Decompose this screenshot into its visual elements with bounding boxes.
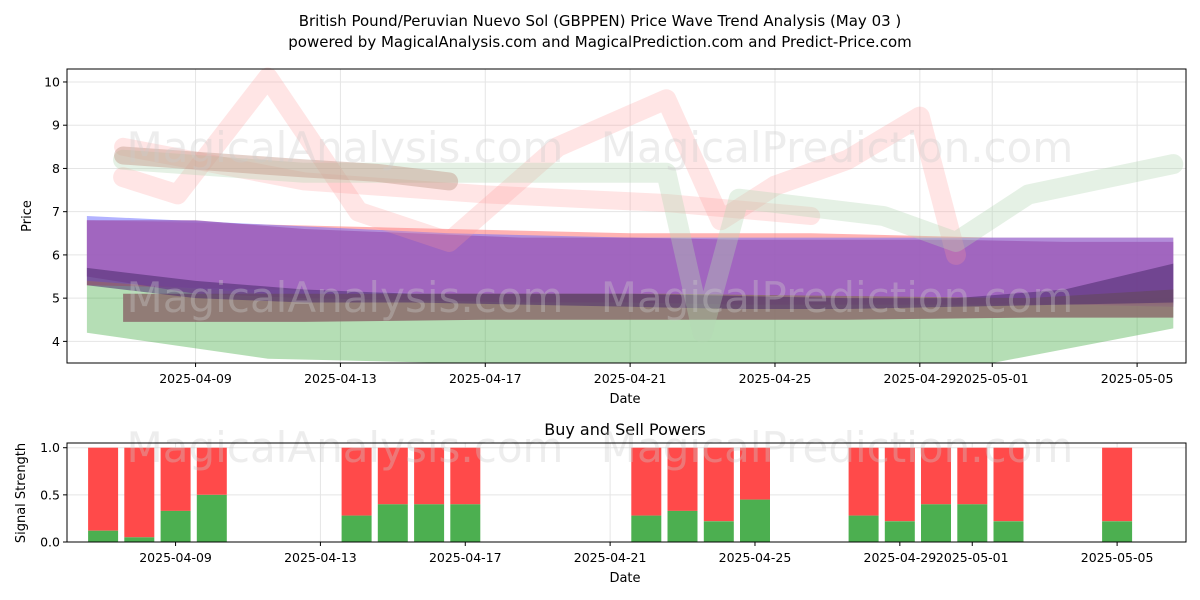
buy-power-bar: [1102, 521, 1133, 542]
sell-power-bar: [341, 447, 372, 516]
signal-x-tick-label: 2025-04-21: [574, 550, 647, 565]
signal-x-tick-label: 2025-04-09: [139, 550, 212, 565]
buy-power-bar: [196, 494, 227, 542]
price-x-tick-label: 2025-04-29: [884, 371, 957, 386]
price-x-axis-label: Date: [609, 392, 640, 407]
price-x-tick-label: 2025-04-09: [159, 371, 232, 386]
signal-y-tick-label: 0.0: [40, 535, 60, 550]
signal-x-tick-label: 2025-04-13: [284, 550, 357, 565]
sell-power-bar: [124, 447, 155, 538]
sell-power-bar: [450, 447, 481, 505]
signal-chart-panel: Buy and Sell Powers MagicalAnalysis.com …: [14, 420, 1187, 586]
price-y-tick-label: 5: [52, 291, 60, 306]
sell-power-bar: [703, 447, 734, 522]
watermark-bottom-right: MagicalPrediction.com: [601, 423, 1074, 472]
chart-title-line1: British Pound/Peruvian Nuevo Sol (GBPPEN…: [299, 12, 902, 30]
price-y-ticks: 4 5 6 7 8 9 10: [44, 74, 67, 349]
signal-x-tick-label: 2025-05-05: [1081, 550, 1154, 565]
price-y-tick-label: 9: [52, 118, 60, 133]
buy-power-bar: [667, 510, 698, 542]
sell-power-bar: [631, 447, 662, 516]
sell-power-bar: [196, 447, 227, 495]
signal-y-axis-label: Signal Strength: [14, 443, 29, 543]
buy-power-bar: [703, 521, 734, 542]
watermark-mid-right: MagicalPrediction.com: [601, 273, 1074, 322]
price-wave-strokes: [113, 67, 1184, 343]
price-x-tick-label: 2025-04-17: [449, 371, 522, 386]
watermark-top-left: MagicalAnalysis.com: [127, 123, 564, 172]
signal-x-tick-label: 2025-04-25: [719, 550, 792, 565]
buy-power-bar: [450, 504, 481, 542]
signal-x-tick-label: 2025-04-29: [864, 550, 937, 565]
sell-power-bar: [414, 447, 445, 505]
buy-power-bar: [921, 504, 951, 542]
price-band-5: [86, 263, 1174, 309]
signal-plot-frame: [66, 442, 1187, 543]
buy-power-bar: [124, 537, 155, 542]
price-x-tick-label: 2025-04-21: [594, 371, 667, 386]
signal-chart-title: Buy and Sell Powers: [544, 420, 706, 439]
signal-y-ticks: 0.0 0.5 1.0: [40, 440, 67, 550]
price-y-tick-label: 8: [52, 161, 60, 176]
buy-power-bar: [993, 521, 1024, 542]
price-wave-3: [114, 146, 459, 191]
buy-power-bar: [377, 504, 408, 542]
price-x-tick-label: 2025-04-25: [739, 371, 812, 386]
sell-power-bar: [884, 447, 915, 522]
price-y-axis-label: Price: [20, 200, 35, 232]
price-bands: [86, 216, 1174, 363]
signal-y-tick-label: 0.5: [40, 487, 60, 502]
sell-power-bar: [740, 447, 770, 500]
buy-power-bar: [884, 521, 915, 542]
watermark-bottom-left: MagicalAnalysis.com: [127, 423, 564, 472]
sell-power-bar: [667, 447, 698, 511]
price-y-tick-label: 10: [44, 74, 60, 89]
watermark-mid-left: MagicalAnalysis.com: [127, 273, 564, 322]
sell-power-bar: [1102, 447, 1133, 522]
signal-x-axis-label: Date: [609, 571, 640, 586]
price-y-tick-label: 7: [52, 204, 60, 219]
price-y-tick-label: 4: [52, 334, 60, 349]
price-band-3: [86, 220, 1174, 305]
buy-power-bar: [848, 515, 879, 542]
sell-power-bar: [377, 447, 408, 505]
buy-power-bar: [957, 504, 988, 542]
price-wave-0: [113, 67, 966, 265]
sell-power-bar: [993, 447, 1024, 522]
price-x-tick-label: 2025-05-05: [1101, 371, 1174, 386]
price-y-tick-label: 6: [52, 247, 60, 262]
signal-x-ticks: 2025-04-09 2025-04-13 2025-04-17 2025-04-21…: [139, 542, 1153, 565]
watermark-top-right: MagicalPrediction.com: [601, 123, 1074, 172]
price-wave-1: [114, 137, 821, 225]
chart-title-line2: powered by MagicalAnalysis.com and Magic…: [288, 33, 912, 51]
price-chart-panel: MagicalAnalysis.com MagicalPrediction.co…: [20, 67, 1187, 407]
buy-power-bar: [414, 504, 445, 542]
price-x-tick-label: 2025-05-01: [956, 371, 1029, 386]
price-wave-2: [113, 149, 1184, 343]
signal-x-tick-label: 2025-05-01: [936, 550, 1009, 565]
sell-power-bar: [848, 447, 879, 516]
sell-power-bar: [160, 447, 191, 511]
buy-power-bar: [88, 530, 119, 542]
buy-power-bar: [341, 515, 372, 542]
sell-power-bar: [88, 447, 119, 531]
price-x-ticks: 2025-04-09 2025-04-13 2025-04-17 2025-04-21…: [159, 363, 1173, 386]
sell-power-bar: [921, 447, 951, 505]
buy-power-bar: [160, 510, 191, 542]
signal-x-tick-label: 2025-04-17: [429, 550, 502, 565]
signal-bars: [88, 447, 1133, 542]
buy-power-bar: [631, 515, 662, 542]
signal-y-tick-label: 1.0: [40, 440, 60, 455]
buy-power-bar: [740, 499, 770, 542]
sell-power-bar: [957, 447, 988, 505]
price-x-tick-label: 2025-04-13: [304, 371, 377, 386]
price-plot-frame: [66, 68, 1187, 364]
